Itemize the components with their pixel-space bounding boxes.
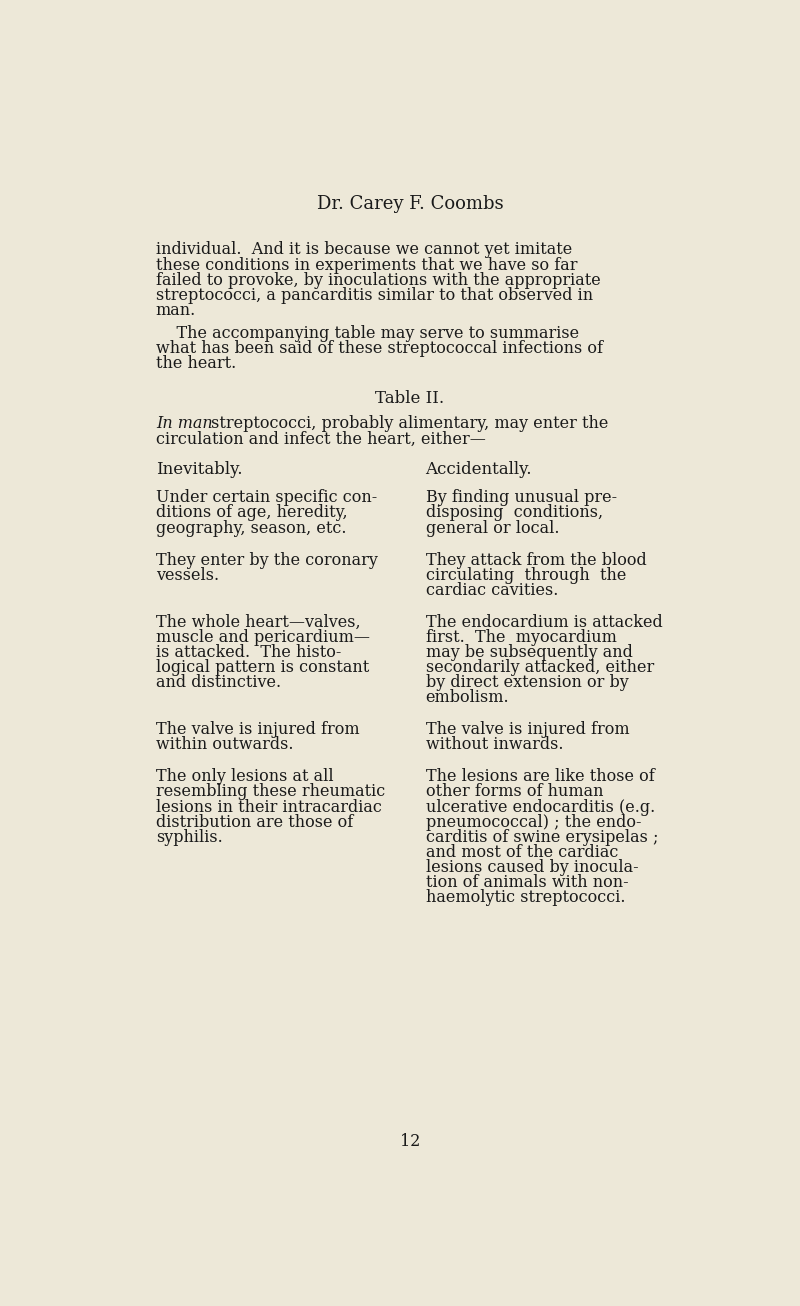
Text: tion of animals with non-: tion of animals with non- bbox=[426, 874, 628, 891]
Text: cardiac cavities.: cardiac cavities. bbox=[426, 581, 558, 598]
Text: By finding unusual pre-: By finding unusual pre- bbox=[426, 490, 617, 507]
Text: The valve is injured from: The valve is injured from bbox=[156, 721, 359, 738]
Text: They enter by the coronary: They enter by the coronary bbox=[156, 551, 378, 568]
Text: lesions caused by inocula-: lesions caused by inocula- bbox=[426, 859, 638, 876]
Text: Accidentally.: Accidentally. bbox=[426, 461, 532, 478]
Text: streptococci, a pancarditis similar to that observed in: streptococci, a pancarditis similar to t… bbox=[156, 287, 593, 304]
Text: vessels.: vessels. bbox=[156, 567, 219, 584]
Text: within outwards.: within outwards. bbox=[156, 737, 294, 754]
Text: circulating  through  the: circulating through the bbox=[426, 567, 626, 584]
Text: resembling these rheumatic: resembling these rheumatic bbox=[156, 784, 385, 801]
Text: circulation and infect the heart, either—: circulation and infect the heart, either… bbox=[156, 431, 486, 448]
Text: lesions in their intracardiac: lesions in their intracardiac bbox=[156, 798, 382, 815]
Text: secondarily attacked, either: secondarily attacked, either bbox=[426, 660, 654, 677]
Text: The endocardium is attacked: The endocardium is attacked bbox=[426, 614, 662, 631]
Text: distribution are those of: distribution are those of bbox=[156, 814, 353, 831]
Text: without inwards.: without inwards. bbox=[426, 737, 563, 754]
Text: In man: In man bbox=[156, 415, 213, 432]
Text: general or local.: general or local. bbox=[426, 520, 559, 537]
Text: syphilis.: syphilis. bbox=[156, 829, 222, 846]
Text: other forms of human: other forms of human bbox=[426, 784, 603, 801]
Text: embolism.: embolism. bbox=[426, 690, 509, 707]
Text: The whole heart—valves,: The whole heart—valves, bbox=[156, 614, 361, 631]
Text: may be subsequently and: may be subsequently and bbox=[426, 644, 632, 661]
Text: logical pattern is constant: logical pattern is constant bbox=[156, 660, 369, 677]
Text: geography, season, etc.: geography, season, etc. bbox=[156, 520, 346, 537]
Text: first.  The  myocardium: first. The myocardium bbox=[426, 629, 616, 646]
Text: haemolytic streptococci.: haemolytic streptococci. bbox=[426, 889, 625, 906]
Text: streptococci, probably alimentary, may enter the: streptococci, probably alimentary, may e… bbox=[206, 415, 609, 432]
Text: The valve is injured from: The valve is injured from bbox=[426, 721, 629, 738]
Text: The only lesions at all: The only lesions at all bbox=[156, 768, 334, 785]
Text: these conditions in experiments that we have so far: these conditions in experiments that we … bbox=[156, 256, 578, 273]
Text: Under certain specific con-: Under certain specific con- bbox=[156, 490, 377, 507]
Text: They attack from the blood: They attack from the blood bbox=[426, 551, 646, 568]
Text: by direct extension or by: by direct extension or by bbox=[426, 674, 628, 691]
Text: muscle and pericardium—: muscle and pericardium— bbox=[156, 629, 370, 646]
Text: ulcerative endocarditis (e.g.: ulcerative endocarditis (e.g. bbox=[426, 798, 654, 815]
Text: the heart.: the heart. bbox=[156, 355, 236, 372]
Text: man.: man. bbox=[156, 302, 196, 319]
Text: The lesions are like those of: The lesions are like those of bbox=[426, 768, 654, 785]
Text: individual.  And it is because we cannot yet imitate: individual. And it is because we cannot … bbox=[156, 242, 572, 259]
Text: disposing  conditions,: disposing conditions, bbox=[426, 504, 602, 521]
Text: failed to provoke, by inoculations with the appropriate: failed to provoke, by inoculations with … bbox=[156, 272, 601, 289]
Text: and most of the cardiac: and most of the cardiac bbox=[426, 844, 618, 861]
Text: pneumococcal) ; the endo-: pneumococcal) ; the endo- bbox=[426, 814, 641, 831]
Text: what has been said of these streptococcal infections of: what has been said of these streptococca… bbox=[156, 340, 603, 357]
Text: is attacked.  The histo-: is attacked. The histo- bbox=[156, 644, 341, 661]
Text: carditis of swine erysipelas ;: carditis of swine erysipelas ; bbox=[426, 829, 658, 846]
Text: ditions of age, heredity,: ditions of age, heredity, bbox=[156, 504, 347, 521]
Text: and distinctive.: and distinctive. bbox=[156, 674, 281, 691]
Text: Inevitably.: Inevitably. bbox=[156, 461, 242, 478]
Text: Table II.: Table II. bbox=[375, 390, 445, 407]
Text: Dr. Carey F. Coombs: Dr. Carey F. Coombs bbox=[317, 195, 503, 213]
Text: 12: 12 bbox=[400, 1134, 420, 1151]
Text: The accompanying table may serve to summarise: The accompanying table may serve to summ… bbox=[156, 325, 579, 342]
